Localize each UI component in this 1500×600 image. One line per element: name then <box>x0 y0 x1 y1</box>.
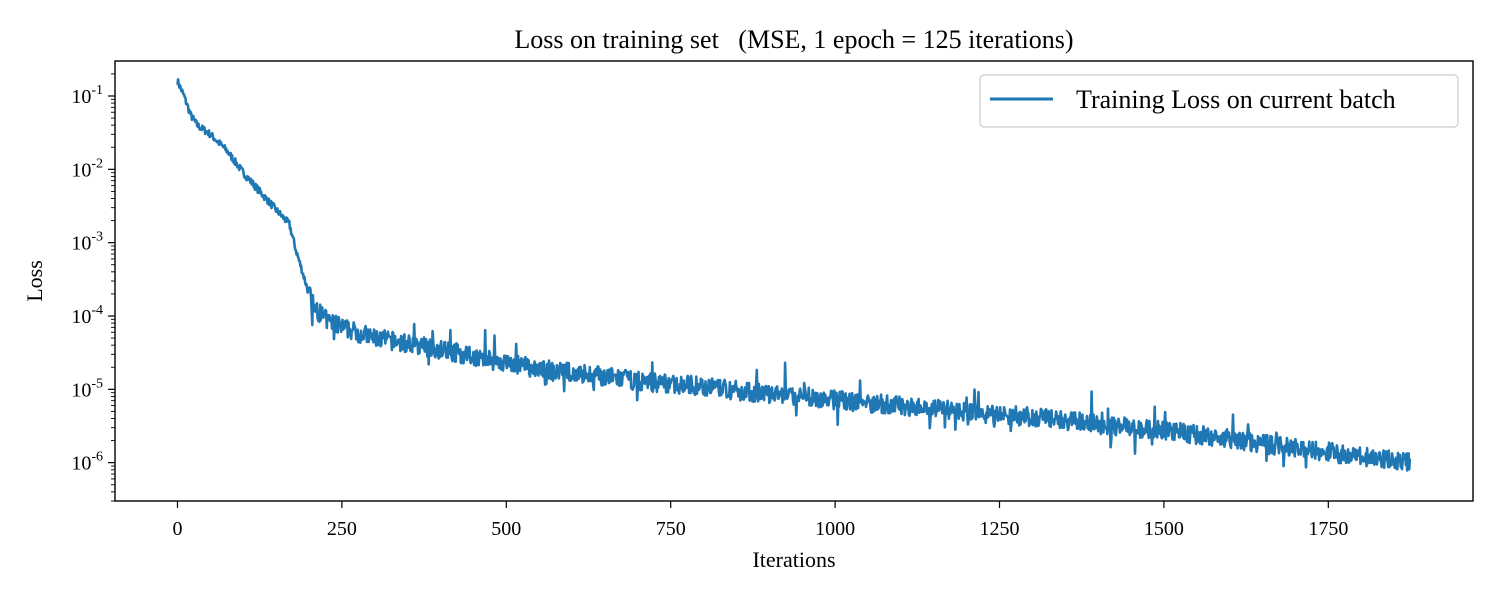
x-axis: 0 250 500 750 1000 1250 1500 1750 <box>172 501 1348 540</box>
x-tick-label: 1750 <box>1308 518 1348 540</box>
x-tick-label: 1500 <box>1144 518 1184 540</box>
x-tick-label: 1000 <box>815 518 855 540</box>
y-tick-exponent: -3 <box>91 230 103 245</box>
series-line-training-loss <box>176 78 1412 472</box>
legend-box <box>979 74 1459 128</box>
y-tick-label: 10-5 <box>71 376 103 401</box>
x-tick-label: 250 <box>327 518 357 540</box>
y-tick-exponent: -6 <box>91 450 103 465</box>
y-tick-exponent: -4 <box>91 303 103 318</box>
chart-title: Loss on training set (MSE, 1 epoch = 125… <box>514 25 1073 54</box>
x-tick-label: 750 <box>656 518 686 540</box>
y-tick-label: 10-6 <box>71 450 103 475</box>
y-tick-base: 10 <box>71 453 91 475</box>
x-tick-label: 1250 <box>980 518 1020 540</box>
x-tick-label: 500 <box>491 518 521 540</box>
y-tick-base: 10 <box>71 233 91 255</box>
legend: Training Loss on current batch <box>979 74 1459 128</box>
y-tick-exponent: -1 <box>91 83 103 98</box>
y-tick-base: 10 <box>71 306 91 328</box>
y-tick-label: 10-3 <box>71 230 103 255</box>
x-tick-label: 0 <box>172 518 182 540</box>
y-tick-exponent: -5 <box>91 376 103 391</box>
y-tick-base: 10 <box>71 159 91 181</box>
y-tick-base: 10 <box>71 379 91 401</box>
y-tick-label: 10-2 <box>71 156 103 181</box>
y-tick-base: 10 <box>71 86 91 108</box>
y-axis-label: Loss <box>22 260 47 302</box>
y-axis: 10-610-510-410-310-210-1 <box>71 73 115 502</box>
x-axis-label: Iterations <box>752 547 835 572</box>
legend-label: Training Loss on current batch <box>1076 85 1396 114</box>
y-tick-label: 10-1 <box>71 83 103 108</box>
y-tick-exponent: -2 <box>91 156 103 171</box>
y-tick-label: 10-4 <box>71 303 103 328</box>
